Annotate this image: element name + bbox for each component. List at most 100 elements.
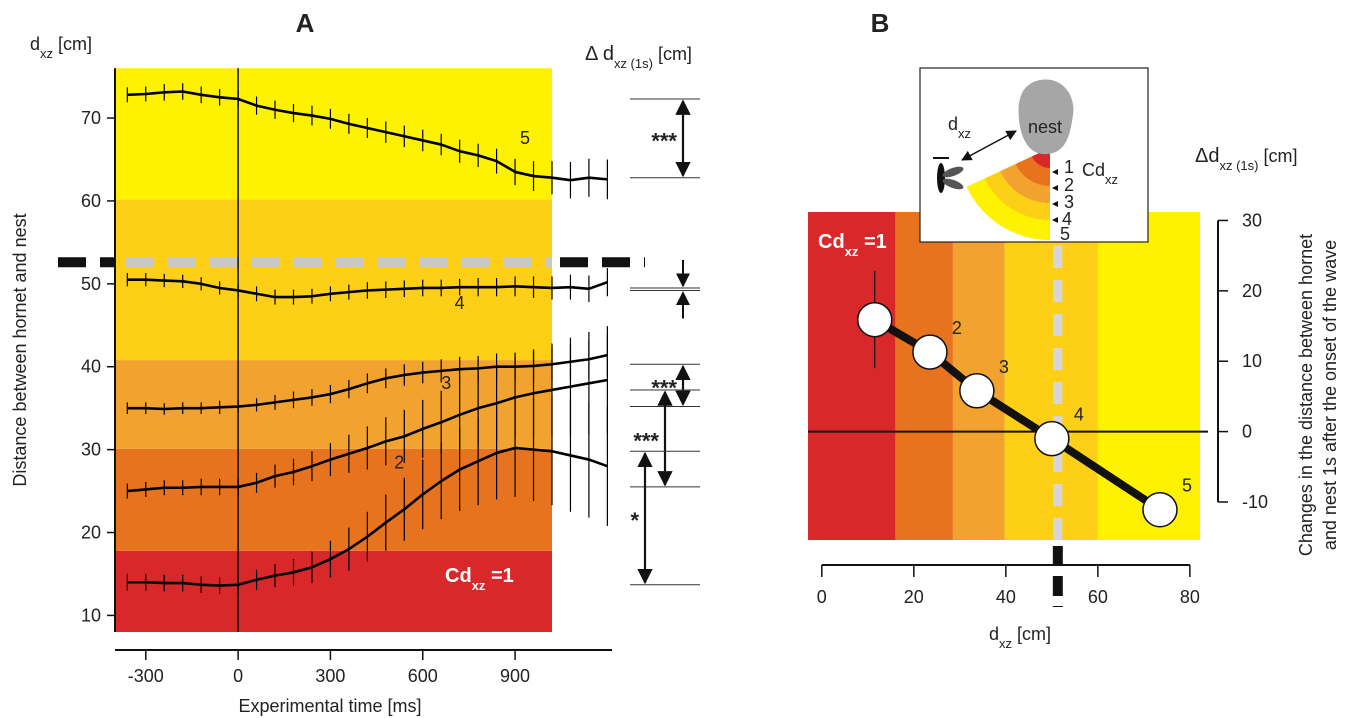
point (912, 334, 948, 370)
level-label: 3 (1064, 192, 1074, 212)
y-tick-label: 30 (1242, 210, 1262, 230)
delta-title-part: [cm] (653, 44, 692, 64)
distance-label-part: d (948, 114, 958, 134)
y-tick-label: -10 (1242, 492, 1268, 512)
zone (895, 212, 953, 540)
x-tick-label: 60 (1088, 587, 1108, 607)
x-label-part: d (989, 624, 999, 644)
x-tick-label: 40 (996, 587, 1016, 607)
significance: * (630, 508, 639, 533)
nest-shape (1018, 79, 1074, 155)
zone-label-part: =1 (858, 231, 886, 253)
x-label-part: xz (999, 636, 1012, 651)
x-tick-label: 80 (1180, 587, 1200, 607)
y-unit-part: [cm] (53, 34, 92, 54)
nest-label: nest (1028, 117, 1062, 137)
level-label: 4 (1062, 209, 1072, 229)
zone-label-part: Cd (445, 565, 472, 587)
y-title-part: Δd (1195, 145, 1219, 167)
level-label: 1 (1064, 157, 1074, 177)
y-tick-label: 10 (1242, 351, 1262, 371)
delta-title-part: Δ d (585, 43, 614, 65)
x-tick-label: -300 (128, 666, 164, 686)
y-unit-part: xz (40, 46, 53, 61)
point-label: 4 (1074, 405, 1084, 425)
x-tick-label: 900 (500, 666, 530, 686)
series-line (127, 378, 608, 493)
zone-label-part: Cd (818, 231, 845, 253)
zone (1004, 212, 1098, 540)
distance-label-part: xz (958, 126, 971, 141)
zone (115, 550, 552, 632)
x-tick-label: 0 (233, 666, 243, 686)
zone-label: Cdxz =1 (818, 231, 887, 259)
zone (1097, 212, 1200, 540)
zone-label-part: xz (472, 578, 486, 593)
x-tick-label: 300 (315, 666, 345, 686)
point (959, 373, 995, 409)
y-tick-label: 20 (1242, 281, 1262, 301)
series-label: 5 (520, 128, 530, 148)
y-tick-label: 50 (81, 274, 101, 294)
y-title-part: [cm] (1258, 146, 1297, 166)
zone (115, 199, 552, 361)
point-label: 3 (999, 357, 1009, 377)
significance: *** (633, 428, 659, 453)
x-axis-label: Experimental time [ms] (238, 696, 421, 716)
point-label: 2 (952, 318, 962, 338)
zone (808, 212, 896, 540)
y-tick-label: 10 (81, 605, 101, 625)
significance: *** (651, 128, 677, 153)
inset-diagram: nest dxz 1 Cdxz 2 3 4 5 (919, 67, 1149, 244)
panel-title: B (871, 8, 890, 38)
level-ticks (1052, 169, 1058, 223)
x-axis-label: dxz [cm] (989, 624, 1051, 651)
distance-label: dxz (948, 114, 971, 141)
level-label: 5 (1060, 224, 1070, 244)
y-tick-label: 0 (1242, 422, 1252, 442)
point (856, 301, 893, 338)
hornet-icon (933, 157, 964, 193)
zone-label: Cdxz =1 (445, 565, 514, 593)
y-axis-label: Changes in the distance between hornet (1296, 234, 1316, 556)
series-line (127, 90, 608, 182)
y-title-part: xz (1s) (1219, 158, 1258, 173)
y-unit: dxz [cm] (30, 34, 92, 61)
series-line (127, 446, 608, 587)
series-line (127, 278, 608, 299)
y-tick-label: 20 (81, 523, 101, 543)
y-axis-title: Δdxz (1s) [cm] (1195, 145, 1297, 173)
zone (115, 448, 552, 551)
x-label-part: [cm] (1012, 624, 1051, 644)
cd-label-part: xz (1105, 172, 1118, 187)
series-label: 2 (394, 452, 404, 472)
distance-arrow (961, 130, 1017, 161)
series-label: 3 (441, 373, 451, 393)
zone (115, 360, 552, 449)
series-label: 4 (455, 293, 465, 313)
y-tick-label: 70 (81, 108, 101, 128)
cd-label: Cdxz (1082, 160, 1118, 187)
panel-title: A (296, 8, 315, 38)
delta-title: Δ dxz (1s) [cm] (585, 43, 692, 71)
series-line (127, 353, 608, 411)
y-axis-label: and nest 1s after the onset of the wave (1320, 240, 1340, 550)
point (1034, 420, 1070, 457)
delta-title-part: xz (1s) (614, 56, 653, 71)
cd-label-part: Cd (1082, 160, 1105, 180)
y-axis-label: Distance between hornet and nest (10, 213, 30, 486)
zone-label-part: xz (845, 244, 859, 259)
zone-label-part: =1 (485, 565, 513, 587)
x-tick-label: 600 (408, 666, 438, 686)
x-tick-label: 0 (817, 587, 827, 607)
y-tick-label: 30 (81, 440, 101, 460)
level-label: 2 (1064, 175, 1074, 195)
zone (115, 68, 552, 200)
y-unit-part: d (30, 34, 40, 54)
y-tick-label: 40 (81, 357, 101, 377)
point-label: 5 (1182, 476, 1192, 496)
x-tick-label: 20 (904, 587, 924, 607)
